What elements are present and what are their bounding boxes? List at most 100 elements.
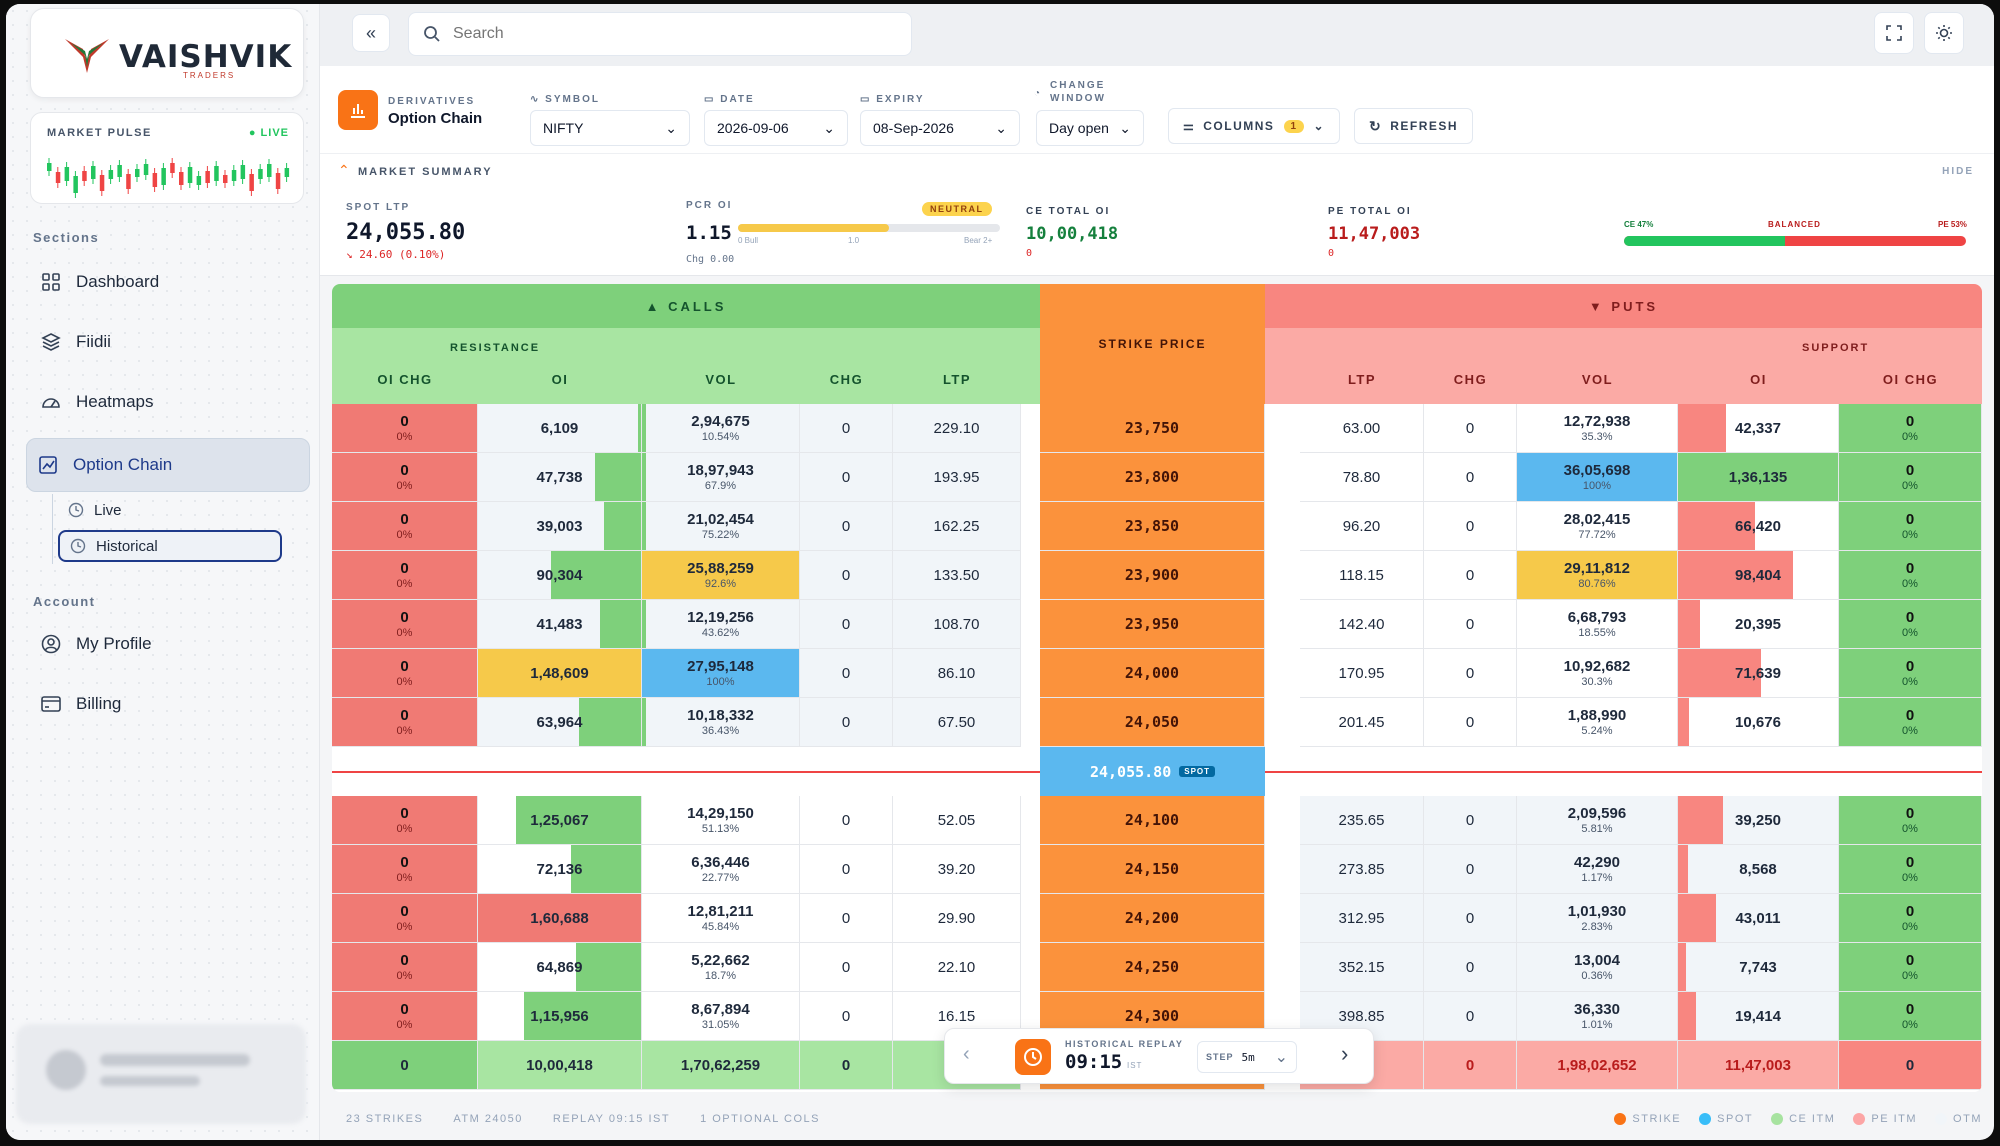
put-oi-chg-cell: 0 0% [1839,943,1982,992]
chevron-down-icon: ⌄ [1119,119,1131,136]
change-window-select[interactable]: Day open ⌄ [1036,110,1144,146]
legend-label: STRIKE [1632,1112,1682,1125]
table-row[interactable]: 0 0% 47,738 18,97,943 67.9% 0 193.95 23,800 78.8… [332,453,1982,502]
col-header-call-ltp[interactable]: LTP [942,372,972,387]
total-coi-cell: 0 [332,1041,478,1090]
put-oi-cell: 19,414 [1678,992,1839,1041]
table-row[interactable]: 0 0% 39,003 21,02,454 75.22% 0 162.25 23,850 96.… [332,502,1982,551]
market-summary-header[interactable]: ⌃ MARKET SUMMARY HIDE [320,154,1994,190]
sidebar-subitem-live[interactable]: Live [58,494,282,526]
col-header-put-pvol[interactable]: VOL [1581,372,1614,387]
theme-toggle-button[interactable] [1924,12,1964,54]
put-ltp-cell: 142.40 [1300,600,1424,649]
table-row[interactable]: 0 0% 1,25,067 14,29,150 51.13% 0 52.05 24,100 23… [332,796,1982,845]
call-oi-cell: 1,15,956 [478,992,642,1041]
call-ltp-cell: 193.95 [893,453,1021,502]
sidebar-item-dashboard[interactable]: Dashboard [30,258,310,306]
table-row[interactable]: 0 0% 64,869 5,22,662 18.7% 0 22.10 24,250 352.15… [332,943,1982,992]
table-row[interactable]: 0 0% 6,109 2,94,675 10.54% 0 229.10 23,750 63.00… [332,404,1982,453]
step-select[interactable]: STEP 5m ⌄ [1197,1041,1297,1073]
total-pcoi-value: 0 [1905,1056,1915,1074]
logo-card[interactable]: VAISHVIK TRADERS [30,8,304,98]
call-vol-value: 2,94,675 [691,413,750,430]
put-vol-cell: 12,72,938 35.3% [1517,404,1678,453]
refresh-button[interactable]: ↻ REFRESH [1354,108,1474,144]
put-vol-pct: 30.3% [1581,676,1613,688]
sidebar-item-my-profile[interactable]: My Profile [30,620,310,668]
search-input[interactable] [453,25,873,43]
table-row[interactable]: 0 0% 90,304 25,88,259 92.6% 0 133.50 23,900 118.… [332,551,1982,600]
call-oi-bar [595,453,641,501]
call-vol-pct: 43.62% [701,627,740,639]
strike-value: 23,950 [1124,615,1180,633]
call-oi-chg-value: 0 [400,903,409,920]
sidebar-item-option-chain[interactable]: Option Chain [26,438,310,492]
atm-strike: ATM 24050 [453,1113,523,1125]
next-step-button[interactable]: › [1341,1041,1349,1066]
pe-total-oi-label: PE TOTAL OI [1328,206,1412,217]
hide-summary-button[interactable]: HIDE [1942,166,1974,177]
ce-pe-balance-bar [1624,236,1966,246]
put-oi-chg-pct: 0% [1902,627,1918,639]
col-header-put-pltp[interactable]: LTP [1347,372,1377,387]
call-vol-bar [642,600,646,648]
put-vol-pct: 5.81% [1581,823,1613,835]
col-header-call-oi[interactable]: OI [551,372,569,387]
legend-item: CE ITM [1771,1112,1836,1126]
total-coi-value: 0 [400,1056,409,1074]
prev-step-button[interactable]: ‹ [963,1043,970,1065]
col-header-call-vol[interactable]: VOL [705,372,737,387]
search-box[interactable] [408,12,912,56]
collapse-sidebar-button[interactable]: « [352,14,390,52]
call-oi-value: 90,304 [536,566,583,584]
strikes-count: 23 STRIKES [346,1113,424,1125]
option-chain-toolbar: DERIVATIVES Option Chain ∿ SYMBOL NIFTY … [320,66,1994,154]
sidebar-item-label: Billing [76,694,122,713]
date-select[interactable]: 2026-09-06 ⌄ [704,110,848,146]
pcr-scale-mid: 1.0 [848,236,860,245]
col-header-put-pchg[interactable]: CHG [1453,372,1488,387]
strike-value: 24,000 [1124,664,1180,682]
brand-sub: TRADERS [183,71,236,80]
put-oi-cell: 66,420 [1678,502,1839,551]
put-vol-cell: 6,68,793 18.55% [1517,600,1678,649]
call-oi-chg-pct: 0% [396,480,413,492]
table-row[interactable]: 0 0% 41,483 12,19,256 43.62% 0 108.70 23,950 142… [332,600,1982,649]
table-row[interactable]: 0 0% 63,964 10,18,332 36.43% 0 67.50 24,050 201.… [332,698,1982,747]
put-vol-value: 36,05,698 [1563,462,1631,479]
user-card[interactable] [16,1024,306,1124]
sidebar-subitem-historical[interactable]: Historical [58,530,282,562]
put-oi-chg-value: 0 [1905,462,1915,479]
expiry-select[interactable]: 08-Sep-2026 ⌄ [860,110,1020,146]
col-header-call-chg[interactable]: CHG [829,372,864,387]
put-chg-cell: 0 [1424,502,1517,551]
call-chg-cell: 0 [800,600,893,649]
call-oi-chg-value: 0 [400,854,409,871]
optional-cols-count: 1 OPTIONAL COLS [700,1113,820,1125]
table-row[interactable]: 0 0% 1,48,609 27,95,148 100% 0 86.10 24,000 170.… [332,649,1982,698]
fullscreen-button[interactable] [1874,12,1914,54]
sidebar-item-billing[interactable]: Billing [30,680,310,728]
call-vol-pct: 92.6% [704,578,737,590]
sidebar-item-fiidii[interactable]: Fiidii [30,318,310,366]
sidebar-item-heatmaps[interactable]: Heatmaps [30,378,310,426]
call-vol-value: 6,36,446 [691,854,750,871]
call-oi-bar [551,551,641,599]
call-vol-value: 5,22,662 [691,952,750,969]
total-pcoi-cell: 0 [1839,1041,1982,1090]
col-header-put-poi[interactable]: OI [1750,372,1767,387]
symbol-select[interactable]: NIFTY ⌄ [530,110,690,146]
columns-button[interactable]: ⚌ COLUMNS 1 ⌄ [1168,108,1341,144]
put-oi-chg-value: 0 [1905,707,1915,724]
col-header-call-coi[interactable]: OI CHG [377,372,433,387]
call-oi-value: 72,136 [536,860,583,878]
call-oi-bar [570,845,641,893]
table-row[interactable]: 0 0% 72,136 6,36,446 22.77% 0 39.20 24,150 273.8… [332,845,1982,894]
call-oi-bar [515,796,641,844]
call-vol-value: 8,67,894 [691,1001,750,1018]
pulse-candles-icon [47,158,290,198]
pcr-gauge-fill [738,224,889,232]
legend-label: CE ITM [1789,1112,1836,1125]
col-header-put-pcoi[interactable]: OI CHG [1882,372,1939,387]
table-row[interactable]: 0 0% 1,60,688 12,81,211 45.84% 0 29.90 24,200 31… [332,894,1982,943]
